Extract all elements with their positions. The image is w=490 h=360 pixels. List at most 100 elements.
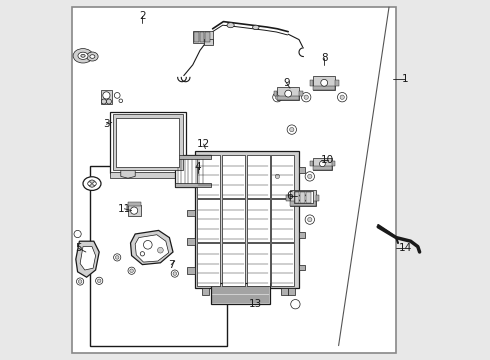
Circle shape <box>128 267 135 274</box>
Circle shape <box>273 93 282 102</box>
Circle shape <box>88 180 96 187</box>
Bar <box>222 243 245 286</box>
Circle shape <box>291 300 300 309</box>
Text: 14: 14 <box>398 243 412 253</box>
Circle shape <box>76 278 84 285</box>
Ellipse shape <box>73 49 93 63</box>
Bar <box>187 159 195 166</box>
Circle shape <box>114 254 121 261</box>
Bar <box>246 199 270 242</box>
Text: 1: 1 <box>402 74 409 84</box>
Bar <box>187 238 195 245</box>
Circle shape <box>340 95 344 99</box>
Bar <box>313 158 332 170</box>
Bar <box>332 162 335 166</box>
Bar <box>294 191 314 203</box>
Circle shape <box>130 207 138 214</box>
Bar <box>310 80 313 86</box>
Circle shape <box>96 277 103 284</box>
Bar <box>110 172 186 178</box>
Bar <box>306 192 311 203</box>
Bar <box>175 155 211 159</box>
Bar <box>194 32 198 42</box>
Bar <box>290 201 316 206</box>
Bar <box>128 202 141 206</box>
Circle shape <box>98 279 101 283</box>
Text: 9: 9 <box>283 78 290 88</box>
Ellipse shape <box>87 52 98 61</box>
Circle shape <box>130 269 133 273</box>
Bar <box>110 112 186 173</box>
Circle shape <box>78 280 82 283</box>
Bar <box>288 288 295 295</box>
Text: 3: 3 <box>103 119 110 129</box>
Bar <box>299 232 305 238</box>
Circle shape <box>338 93 347 102</box>
Bar <box>116 118 179 167</box>
Bar <box>299 200 305 205</box>
Circle shape <box>319 161 325 167</box>
Bar <box>187 181 195 187</box>
Bar <box>193 31 213 43</box>
Bar <box>316 195 319 201</box>
Bar <box>313 166 332 170</box>
Bar <box>299 265 305 270</box>
Circle shape <box>275 174 280 179</box>
Bar <box>271 155 294 198</box>
Circle shape <box>305 172 315 181</box>
Circle shape <box>321 79 328 86</box>
Bar <box>281 288 288 295</box>
Polygon shape <box>135 235 169 262</box>
Circle shape <box>308 174 312 179</box>
Bar <box>199 32 204 42</box>
Text: 12: 12 <box>197 139 210 149</box>
Bar <box>310 162 313 166</box>
Bar <box>187 267 195 274</box>
Ellipse shape <box>90 55 95 58</box>
Bar <box>197 243 220 286</box>
Circle shape <box>116 256 119 259</box>
Circle shape <box>308 217 312 222</box>
Circle shape <box>301 93 311 102</box>
Text: 6: 6 <box>287 191 294 201</box>
Bar <box>128 205 141 216</box>
Bar <box>299 91 303 96</box>
Circle shape <box>114 93 120 98</box>
Circle shape <box>305 215 315 224</box>
Circle shape <box>275 95 280 99</box>
Bar <box>205 32 210 42</box>
Bar <box>271 243 294 286</box>
Bar <box>246 243 270 286</box>
Bar <box>204 39 213 45</box>
Bar <box>101 90 112 104</box>
Text: 5: 5 <box>75 243 82 253</box>
Bar <box>277 96 299 100</box>
Bar <box>222 199 245 242</box>
Bar <box>187 210 195 216</box>
Polygon shape <box>130 230 173 265</box>
Circle shape <box>304 95 308 99</box>
Bar <box>197 155 220 198</box>
Bar <box>300 192 305 203</box>
Circle shape <box>157 247 163 253</box>
Bar <box>175 155 211 187</box>
Text: 2: 2 <box>139 11 146 21</box>
Polygon shape <box>76 241 99 277</box>
Circle shape <box>101 99 106 104</box>
Circle shape <box>173 272 176 275</box>
Bar <box>271 199 294 242</box>
Bar <box>211 283 270 304</box>
Circle shape <box>88 182 91 185</box>
Circle shape <box>144 240 152 249</box>
Ellipse shape <box>78 52 88 59</box>
Ellipse shape <box>83 177 101 190</box>
Circle shape <box>103 92 110 99</box>
Bar <box>335 80 339 86</box>
Circle shape <box>298 194 307 202</box>
Bar <box>313 76 335 90</box>
Bar <box>286 195 290 201</box>
Bar <box>294 192 299 203</box>
Circle shape <box>140 252 145 256</box>
Text: 7: 7 <box>168 260 174 270</box>
Bar <box>277 87 299 100</box>
